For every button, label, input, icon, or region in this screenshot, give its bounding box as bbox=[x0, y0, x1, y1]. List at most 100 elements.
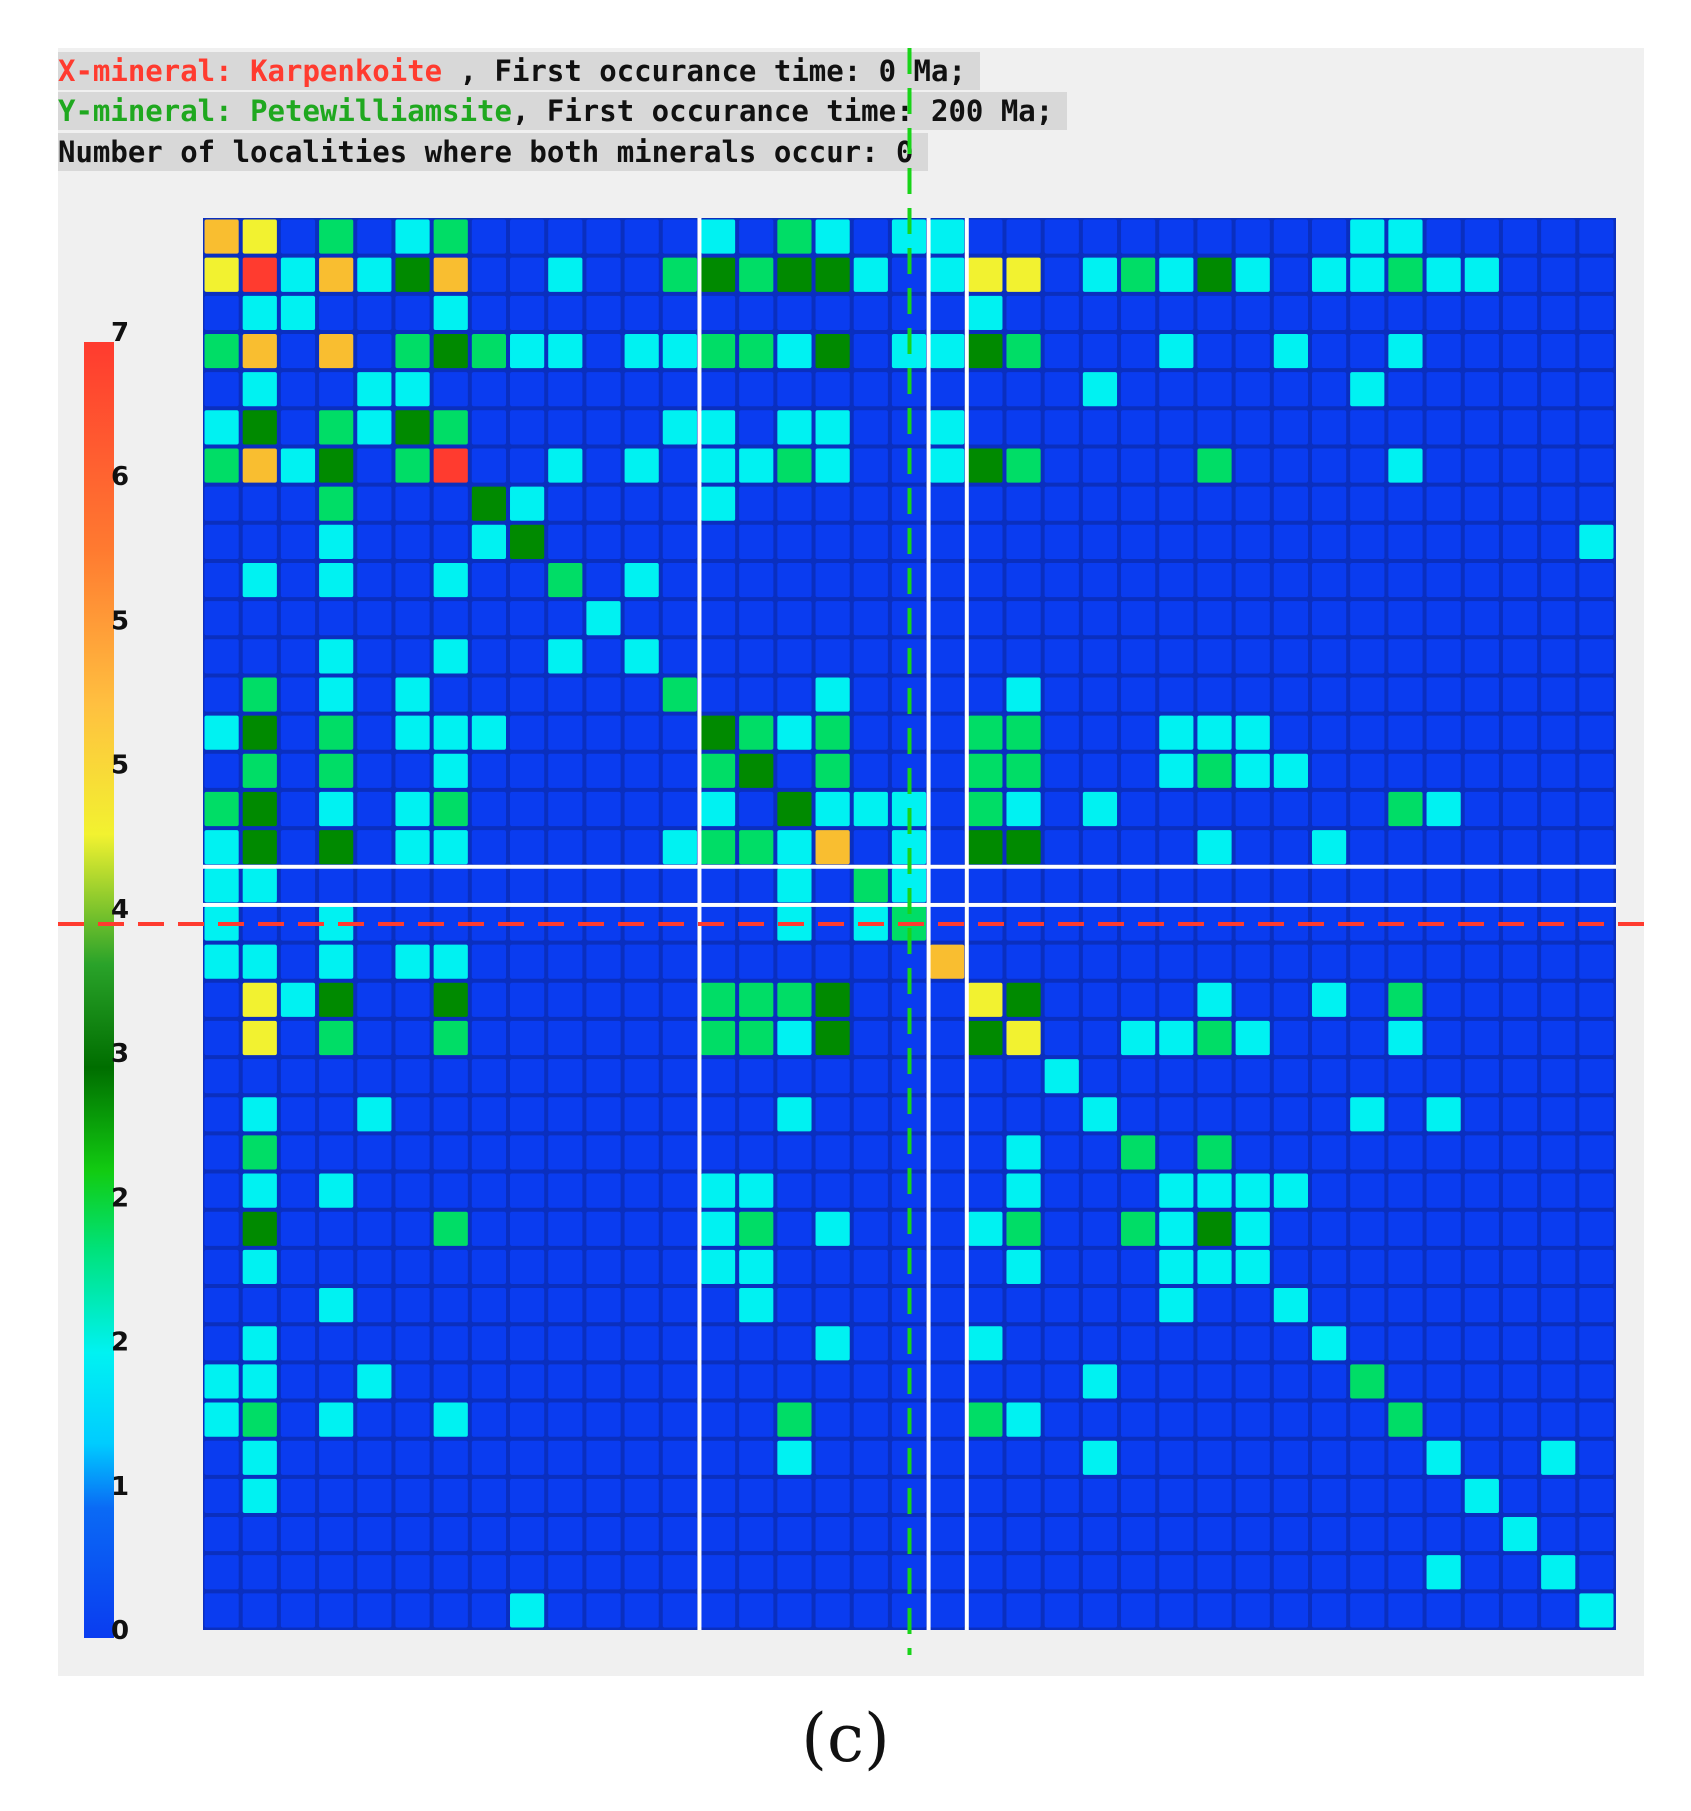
heatmap-cell bbox=[1082, 1364, 1118, 1399]
heatmap-cell bbox=[815, 1517, 850, 1552]
heatmap-cell bbox=[1121, 1211, 1156, 1246]
heatmap-cell bbox=[1350, 944, 1385, 979]
heatmap-cell bbox=[1197, 906, 1232, 941]
heatmap-cell bbox=[1082, 1097, 1118, 1132]
heatmap-cell bbox=[395, 1593, 430, 1628]
heatmap-cell bbox=[1273, 448, 1308, 483]
heatmap-cell bbox=[853, 486, 888, 521]
heatmap-cell bbox=[280, 1020, 316, 1056]
heatmap-cell bbox=[204, 1326, 239, 1361]
heatmap-cell bbox=[548, 1555, 583, 1590]
heatmap-cell bbox=[433, 562, 468, 598]
heatmap-cell bbox=[624, 1288, 659, 1323]
heatmap-cell bbox=[1502, 1517, 1538, 1552]
heatmap-cell bbox=[777, 295, 812, 330]
heatmap-cell bbox=[1159, 677, 1194, 712]
heatmap-cell bbox=[1044, 448, 1079, 483]
heatmap-cell bbox=[1121, 601, 1156, 636]
heatmap-cell bbox=[1121, 1173, 1156, 1208]
heatmap-cell bbox=[853, 295, 888, 330]
heatmap-cell bbox=[204, 715, 239, 750]
heatmap-cell bbox=[242, 1135, 277, 1170]
heatmap-cell bbox=[930, 677, 965, 712]
heatmap-cell bbox=[930, 257, 965, 292]
column-gap bbox=[964, 218, 969, 1630]
heatmap-cell bbox=[1426, 1593, 1461, 1628]
heatmap-cell bbox=[1579, 715, 1614, 750]
heatmap-cell bbox=[586, 791, 621, 827]
heatmap-cell bbox=[357, 1478, 392, 1514]
heatmap-cell bbox=[357, 448, 392, 483]
heatmap-cell bbox=[395, 906, 430, 941]
heatmap-cell bbox=[700, 1517, 736, 1552]
heatmap-cell bbox=[1121, 486, 1156, 521]
heatmap-cell bbox=[777, 791, 812, 827]
heatmap-cell bbox=[471, 1173, 507, 1208]
heatmap-cell bbox=[1273, 1097, 1308, 1132]
heatmap-cell bbox=[204, 524, 239, 559]
heatmap-cell bbox=[1541, 372, 1576, 407]
heatmap-cell bbox=[1388, 372, 1423, 407]
heatmap-cell bbox=[1197, 1288, 1232, 1323]
heatmap-cell bbox=[739, 715, 774, 750]
heatmap-cell bbox=[1502, 1135, 1538, 1170]
heatmap-cell bbox=[1159, 868, 1194, 903]
heatmap-cell bbox=[1388, 753, 1423, 788]
heatmap-cell bbox=[700, 257, 736, 292]
heatmap-cell bbox=[968, 868, 1003, 903]
heatmap-cell bbox=[395, 1555, 430, 1590]
heatmap-cell bbox=[1426, 1517, 1461, 1552]
heatmap-cell bbox=[1388, 601, 1423, 636]
heatmap-cell bbox=[471, 944, 507, 979]
heatmap-cell bbox=[1502, 1364, 1538, 1399]
heatmap-cell bbox=[739, 1478, 774, 1514]
heatmap-cell bbox=[586, 982, 621, 1017]
heatmap-cell bbox=[586, 1478, 621, 1514]
heatmap-cell bbox=[1350, 830, 1385, 865]
heatmap-cell bbox=[1121, 1288, 1156, 1323]
heatmap-cell bbox=[510, 486, 545, 521]
heatmap-cell bbox=[204, 1555, 239, 1590]
heatmap-cell bbox=[815, 677, 850, 712]
y-mineral-name: Petewilliamsite bbox=[250, 94, 512, 128]
heatmap-cell bbox=[510, 868, 545, 903]
heatmap-cell bbox=[548, 219, 583, 254]
heatmap-cell bbox=[204, 295, 239, 330]
heatmap-cell bbox=[471, 257, 507, 292]
heatmap-cell bbox=[662, 333, 697, 369]
heatmap-cell bbox=[1541, 1440, 1576, 1475]
heatmap-cell bbox=[662, 1249, 697, 1285]
heatmap-cell bbox=[1235, 601, 1270, 636]
heatmap-cell bbox=[1082, 868, 1118, 903]
heatmap-cell bbox=[930, 944, 965, 979]
heatmap-cell bbox=[777, 1364, 812, 1399]
heatmap-cell bbox=[319, 1364, 354, 1399]
heatmap-cell bbox=[1273, 410, 1308, 445]
heatmap-cell bbox=[1273, 333, 1308, 369]
heatmap-cell bbox=[891, 1020, 927, 1056]
heatmap-cell bbox=[853, 1555, 888, 1590]
heatmap-cell bbox=[1541, 1211, 1576, 1246]
heatmap-cell bbox=[1197, 1135, 1232, 1170]
heatmap-cell bbox=[242, 562, 277, 598]
heatmap-cell bbox=[662, 486, 697, 521]
heatmap-cell bbox=[1502, 1555, 1538, 1590]
heatmap-cell bbox=[1311, 1517, 1347, 1552]
heatmap-cell bbox=[1579, 1288, 1614, 1323]
heatmap-cell bbox=[586, 1249, 621, 1285]
heatmap-cell bbox=[1006, 372, 1041, 407]
heatmap-cell bbox=[204, 753, 239, 788]
heatmap-cell bbox=[968, 333, 1003, 369]
heatmap-cell bbox=[1311, 1097, 1347, 1132]
heatmap-cell bbox=[1311, 219, 1347, 254]
heatmap-cell bbox=[1121, 410, 1156, 445]
heatmap-cell bbox=[242, 830, 277, 865]
heatmap-cell bbox=[1197, 486, 1232, 521]
heatmap-cell bbox=[1044, 1555, 1079, 1590]
heatmap-cell bbox=[1541, 1173, 1576, 1208]
heatmap-cell bbox=[700, 944, 736, 979]
heatmap-cell bbox=[1502, 791, 1538, 827]
heatmap-cell bbox=[471, 1097, 507, 1132]
colorbar-tick-label: 1 bbox=[111, 1472, 129, 1502]
heatmap-cell bbox=[242, 1097, 277, 1132]
